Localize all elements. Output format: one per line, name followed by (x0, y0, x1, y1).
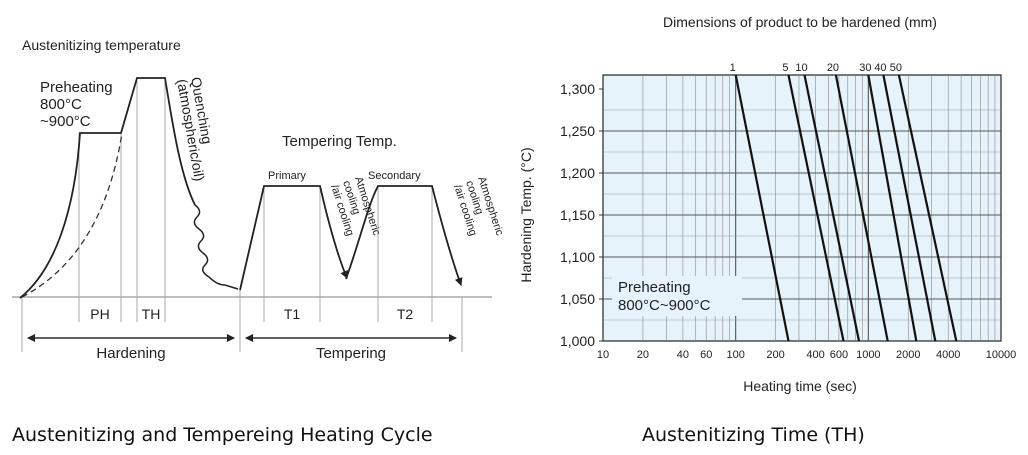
series-label-20: 20 (827, 62, 839, 74)
hardening-profile-line (19, 77, 196, 299)
primary-tempering-line (239, 185, 348, 291)
series-name-labels: 1 5 10 20 30 40 50 (730, 62, 902, 74)
y-tick-label: 1,200 (560, 165, 595, 181)
tempering-label: Tempering (316, 345, 386, 362)
y-tick-label: 1,300 (560, 81, 595, 97)
y-axis-label: Hardening Temp. (°C) (518, 147, 534, 282)
x-tick-label: 4000 (936, 349, 960, 361)
y-tick-label: 1,100 (560, 249, 595, 265)
x-tick-label: 600 (830, 349, 848, 361)
x-tick-label: 60 (700, 349, 712, 361)
x-tick-label: 20 (637, 349, 649, 361)
preheating-temp-label: 800°C (40, 96, 82, 113)
ph-label: PH (90, 306, 109, 322)
preheating-label: Preheating (40, 79, 113, 96)
x-tick-label: 200 (766, 349, 784, 361)
series-line-20 (834, 74, 889, 342)
y-tick-label: 1,250 (560, 123, 595, 139)
series-label-5: 5 (782, 62, 788, 74)
austenitizing-time-chart: 10 20 40 60 100 200 400 600 1000 2000 4000 10000 1,… (518, 14, 1016, 394)
x-tick-label: 100 (726, 349, 744, 361)
series-line-5 (787, 74, 845, 342)
x-tick-label: 10 (597, 349, 609, 361)
series-line-1 (734, 74, 790, 342)
y-tick-label: 1,150 (560, 207, 595, 223)
tempering-temp-label: Tempering Temp. (282, 133, 397, 150)
preheating-range-label: ~900°C (40, 113, 91, 130)
annotation-backdrop (612, 276, 742, 316)
x-tick-label: 10000 (986, 349, 1017, 361)
th-label: TH (142, 306, 161, 322)
secondary-label: Secondary (368, 170, 421, 182)
y-tick-label: 1,000 (560, 333, 595, 349)
series-label-50: 50 (890, 62, 902, 74)
t1-label: T1 (284, 306, 301, 322)
y-tick-label: 1,050 (560, 291, 595, 307)
guide-lines (21, 78, 463, 352)
heating-cycle-diagram: Austenitizing temperature Preheating 800… (12, 37, 506, 362)
secondary-tempering-line (345, 185, 463, 286)
austenitizing-label: Austenitizing temperature (22, 37, 181, 53)
series-label-1: 1 (730, 62, 736, 74)
y-tick-labels: 1,000 1,050 1,100 1,150 1,200 1,250 1,300 (560, 81, 603, 349)
series-line-50 (897, 74, 958, 342)
x-tick-label: 400 (806, 349, 824, 361)
direct-heating-dashed-curve (21, 132, 123, 298)
series-line-10 (803, 74, 861, 342)
series-line-30 (867, 74, 918, 342)
series-label-30: 30 (859, 62, 871, 74)
x-tick-label: 2000 (896, 349, 920, 361)
x-tick-label: 40 (677, 349, 689, 361)
quench-wavy-line (193, 204, 239, 290)
series-line-40 (882, 74, 937, 342)
chart-annotation-line2: 800°C~900°C (618, 297, 711, 314)
series-layer (734, 74, 958, 342)
primary-label: Primary (268, 170, 306, 182)
t2-label: T2 (397, 306, 414, 322)
hardening-label: Hardening (96, 345, 165, 362)
left-caption: Austenitizing and Tempereing Heating Cyc… (12, 424, 433, 446)
series-label-10: 10 (795, 62, 807, 74)
chart-title: Dimensions of product to be hardened (mm… (663, 14, 937, 30)
x-tick-labels: 10 20 40 60 100 200 400 600 1000 2000 4000 10000 (597, 349, 1016, 361)
right-caption: Austenitizing Time (TH) (642, 424, 865, 446)
chart-annotation-line1: Preheating (618, 279, 691, 296)
x-tick-label: 1000 (856, 349, 880, 361)
series-label-40: 40 (874, 62, 886, 74)
figure-canvas: Austenitizing temperature Preheating 800… (12, 14, 1016, 394)
x-axis-label: Heating time (sec) (743, 378, 857, 394)
